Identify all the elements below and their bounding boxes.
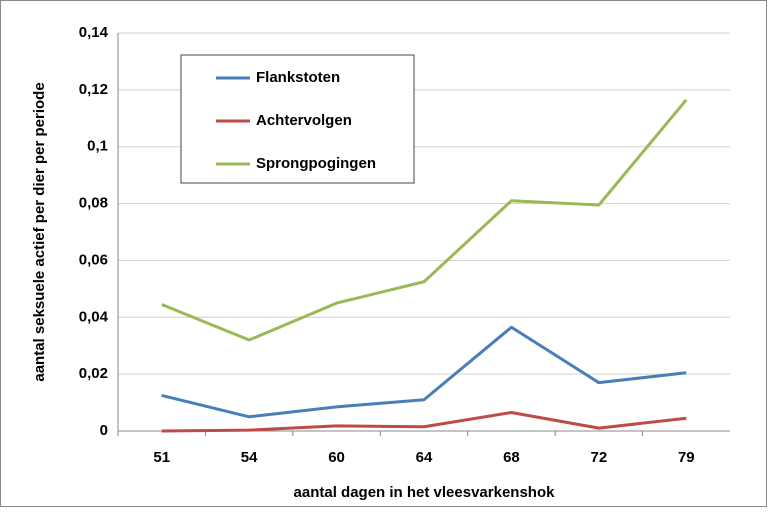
legend-label: Achtervolgen	[256, 112, 352, 129]
x-tick-label: 64	[416, 449, 433, 466]
y-tick-label: 0,14	[79, 24, 109, 41]
legend-label: Flankstoten	[256, 69, 340, 86]
y-tick-label: 0,06	[79, 251, 108, 268]
x-tick-label: 79	[678, 449, 695, 466]
y-tick-label: 0,12	[79, 81, 108, 98]
legend-label: Sprongpogingen	[256, 155, 376, 172]
y-axis-label: aantal seksuele actief per dier per peri…	[31, 82, 48, 381]
y-tick-label: 0	[100, 422, 108, 439]
x-tick-label: 72	[591, 449, 608, 466]
series-line	[161, 325, 687, 419]
x-tick-label: 60	[328, 449, 345, 466]
series-line	[161, 411, 687, 433]
legend-box	[180, 54, 415, 184]
series-line	[161, 98, 688, 342]
x-tick-label: 51	[153, 449, 170, 466]
y-tick-label: 0,04	[79, 308, 109, 325]
x-tick-label: 68	[503, 449, 520, 466]
y-tick-label: 0,02	[79, 365, 108, 382]
y-tick-label: 0,1	[87, 138, 108, 155]
x-tick-label: 54	[241, 449, 258, 466]
y-tick-label: 0,08	[79, 195, 108, 212]
x-axis-label: aantal dagen in het vleesvarkenshok	[294, 484, 556, 501]
